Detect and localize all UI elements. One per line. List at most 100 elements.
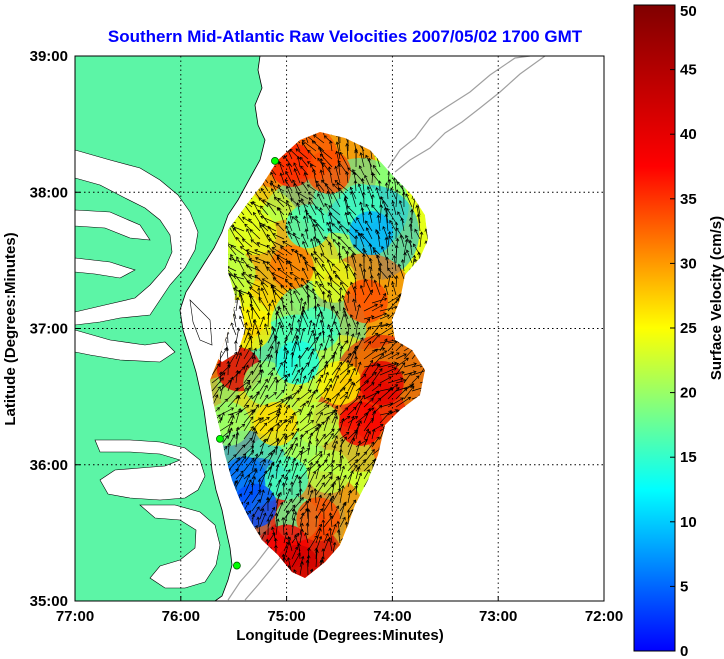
velocity-arrow [357,232,365,248]
velocity-arrow [308,214,317,232]
velocity-arrow [243,457,255,472]
velocity-arrow [230,253,237,264]
velocity-arrow [354,355,358,368]
velocity-arrow [235,352,242,368]
velocity-arrow [368,242,373,256]
velocity-arrow [291,427,300,440]
velocity-arrow [371,390,379,400]
velocity-arrow [355,459,367,472]
velocity-arrow [390,187,397,200]
velocity-arrow [409,217,413,232]
velocity-arrow [347,382,356,400]
velocity-arrow [347,263,357,280]
velocity-arrow [337,236,349,248]
velocity-arrow [403,238,409,256]
velocity-arrow [339,363,354,376]
velocity-arrow [279,172,285,184]
velocity-arrow [379,410,392,424]
bathymetry-contours [227,56,546,601]
velocity-arrow [294,249,301,264]
velocity-arrow [267,513,274,528]
bathymetry-contour [387,56,531,169]
velocity-arrow [387,267,397,280]
velocity-arrow [267,225,277,240]
velocity-arrow [371,333,380,344]
velocity-sample-core [232,211,277,256]
velocity-arrow [299,555,305,568]
velocity-arrow [300,311,309,328]
velocity-arrow [304,532,309,544]
velocity-arrow [243,416,254,432]
velocity-arrow [346,205,357,216]
velocity-arrow [245,264,261,272]
velocity-arrow [336,221,349,232]
velocity-arrow [219,398,229,408]
velocity-arrow [287,162,293,176]
velocity-arrow [246,309,253,328]
velocity-arrow [305,284,310,304]
velocity-arrow [260,187,269,200]
velocity-arrow [277,207,285,224]
velocity-arrow [269,183,285,192]
velocity-arrow [283,419,291,432]
velocity-arrow [319,153,333,168]
velocity-arrow [234,285,238,303]
velocity-arrow [337,331,342,344]
velocity-arrow [339,485,345,504]
velocity-arrow [323,452,330,464]
velocity-arrow [355,394,365,408]
velocity-arrow [314,206,325,216]
velocity-arrow [339,455,344,472]
velocity-arrow [299,522,304,536]
velocity-arrow [243,352,256,368]
velocity-arrow [267,482,273,496]
velocity-arrow [355,387,361,400]
velocity-arrow [307,329,315,344]
velocity-arrow [299,327,306,344]
velocity-arrow [275,478,282,496]
velocity-arrow [346,290,351,304]
velocity-arrow [307,460,319,472]
velocity-arrow [395,387,408,400]
velocity-arrow [275,448,284,464]
velocity-arrow [315,404,330,416]
x-tick-label: 77:00 [56,608,94,625]
velocity-arrow [280,296,285,312]
velocity-arrow [311,168,317,184]
velocity-arrow [378,267,389,280]
velocity-arrow [331,481,337,496]
velocity-arrow [291,341,298,360]
velocity-arrow [227,412,234,424]
velocity-arrow [248,218,261,232]
velocity-arrow [363,348,379,360]
velocity-arrow [246,280,261,288]
velocity-arrow [353,244,365,256]
velocity-arrow [363,326,372,336]
velocity-arrow [259,353,270,368]
velocity-arrow [299,389,312,400]
velocity-arrow [313,295,318,312]
velocity-arrow [299,366,304,384]
velocity-arrow [315,387,329,400]
velocity-arrow [355,361,362,376]
velocity-arrow [313,250,325,264]
velocity-arrow [283,443,294,456]
velocity-arrow [290,481,294,496]
velocity-arrow [267,354,273,368]
velocity-arrow [303,215,309,232]
velocity-arrow [251,390,260,408]
velocity-arrow [299,561,304,576]
velocity-arrow [307,375,315,392]
velocity-arrow [315,411,323,424]
velocity-arrow [296,155,301,168]
velocity-arrow [248,258,261,264]
velocity-sample-core [349,211,394,256]
velocity-arrow [315,433,326,448]
velocity-arrow [251,469,258,480]
velocity-arrow [373,164,381,176]
velocity-arrow [307,461,314,480]
velocity-arrow [239,315,245,328]
velocity-arrow [363,318,370,328]
velocity-arrow [267,372,274,384]
velocity-arrow [299,445,305,464]
